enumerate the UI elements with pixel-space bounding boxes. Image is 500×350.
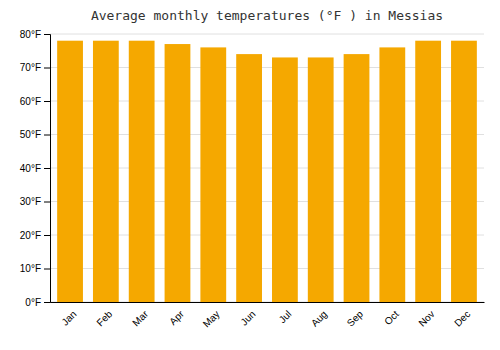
y-axis-line (44, 35, 51, 303)
bar (415, 41, 441, 302)
y-tick-mark (44, 135, 50, 136)
x-tick: Jan (59, 308, 78, 327)
bar (308, 57, 334, 302)
y-tick: 50°F (20, 129, 50, 140)
x-tick-label: Sep (345, 308, 366, 329)
x-tick-label: Apr (167, 308, 186, 327)
bar (451, 41, 477, 302)
y-tick-label: 70°F (20, 62, 41, 73)
x-tick: Mar (130, 308, 150, 328)
y-tick: 40°F (20, 163, 50, 174)
y-tick: 20°F (20, 230, 50, 241)
bars (57, 41, 477, 302)
x-tick-label: Oct (382, 308, 401, 327)
x-tick-label: Jun (238, 308, 257, 327)
x-tick: Aug (309, 308, 329, 328)
x-tick: Dec (452, 308, 472, 328)
y-tick-label: 30°F (20, 196, 41, 207)
grid-line (50, 34, 484, 35)
y-tick-mark (44, 101, 50, 102)
plot: 0°F 10°F 20°F 30°F 40°F 50°F 60°F 70°F 80°F Jan Fe… (20, 29, 485, 330)
bar (93, 41, 119, 302)
y-tick-mark (44, 68, 50, 69)
x-tick-label: Jul (277, 308, 294, 325)
x-tick: Nov (416, 308, 436, 328)
x-tick: Oct (382, 308, 401, 327)
y-tick-label: 0°F (25, 297, 41, 308)
x-tick: May (201, 308, 222, 329)
y-tick: 10°F (20, 263, 50, 274)
title: Average monthly temperatures (°F ) in Me… (91, 8, 443, 23)
y-tick-label: 80°F (20, 29, 41, 40)
y-axis: 0°F 10°F 20°F 30°F 40°F 50°F 60°F 70°F 80°F (20, 29, 51, 308)
x-tick-label: May (201, 308, 222, 329)
y-tick-mark (44, 34, 50, 35)
x-tick: Jun (238, 308, 257, 327)
bar (129, 41, 155, 302)
x-tick: Sep (345, 308, 366, 329)
y-tick-label: 20°F (20, 230, 41, 241)
x-tick-label: Dec (452, 308, 472, 328)
y-tick-label: 50°F (20, 129, 41, 140)
y-tick: 0°F (25, 297, 50, 308)
x-tick-label: Mar (130, 308, 150, 328)
y-tick: 30°F (20, 196, 50, 207)
bar (57, 41, 83, 302)
y-tick: 80°F (20, 29, 50, 40)
bar (344, 54, 370, 302)
bar (200, 47, 226, 302)
x-tick: Jul (277, 308, 294, 325)
y-tick-label: 40°F (20, 163, 41, 174)
y-tick-mark (44, 235, 50, 236)
x-tick-label: Jan (59, 308, 78, 327)
x-tick-label: Aug (309, 308, 329, 328)
y-tick: 60°F (20, 96, 50, 107)
y-tick-mark (44, 302, 50, 303)
x-axis: Jan Feb Mar Apr May Jun Jul Aug Sep Oct Nov Dec (51, 303, 485, 330)
y-tick-mark (44, 168, 50, 169)
bar (236, 54, 262, 302)
y-tick-mark (44, 269, 50, 270)
x-axis-line (51, 302, 485, 303)
bar (272, 57, 298, 302)
x-tick-label: Feb (94, 308, 114, 328)
chart: 0°F 10°F 20°F 30°F 40°F 50°F 60°F 70°F 80°F Jan Fe… (0, 0, 500, 350)
y-tick: 70°F (20, 62, 50, 73)
x-tick-label: Nov (416, 308, 436, 328)
y-tick-label: 10°F (20, 263, 41, 274)
grid (50, 34, 484, 302)
bar (165, 44, 191, 302)
y-tick-mark (44, 202, 50, 203)
bar (379, 47, 405, 302)
x-tick: Feb (94, 308, 114, 328)
x-tick: Apr (167, 308, 186, 327)
y-tick-label: 60°F (20, 96, 41, 107)
